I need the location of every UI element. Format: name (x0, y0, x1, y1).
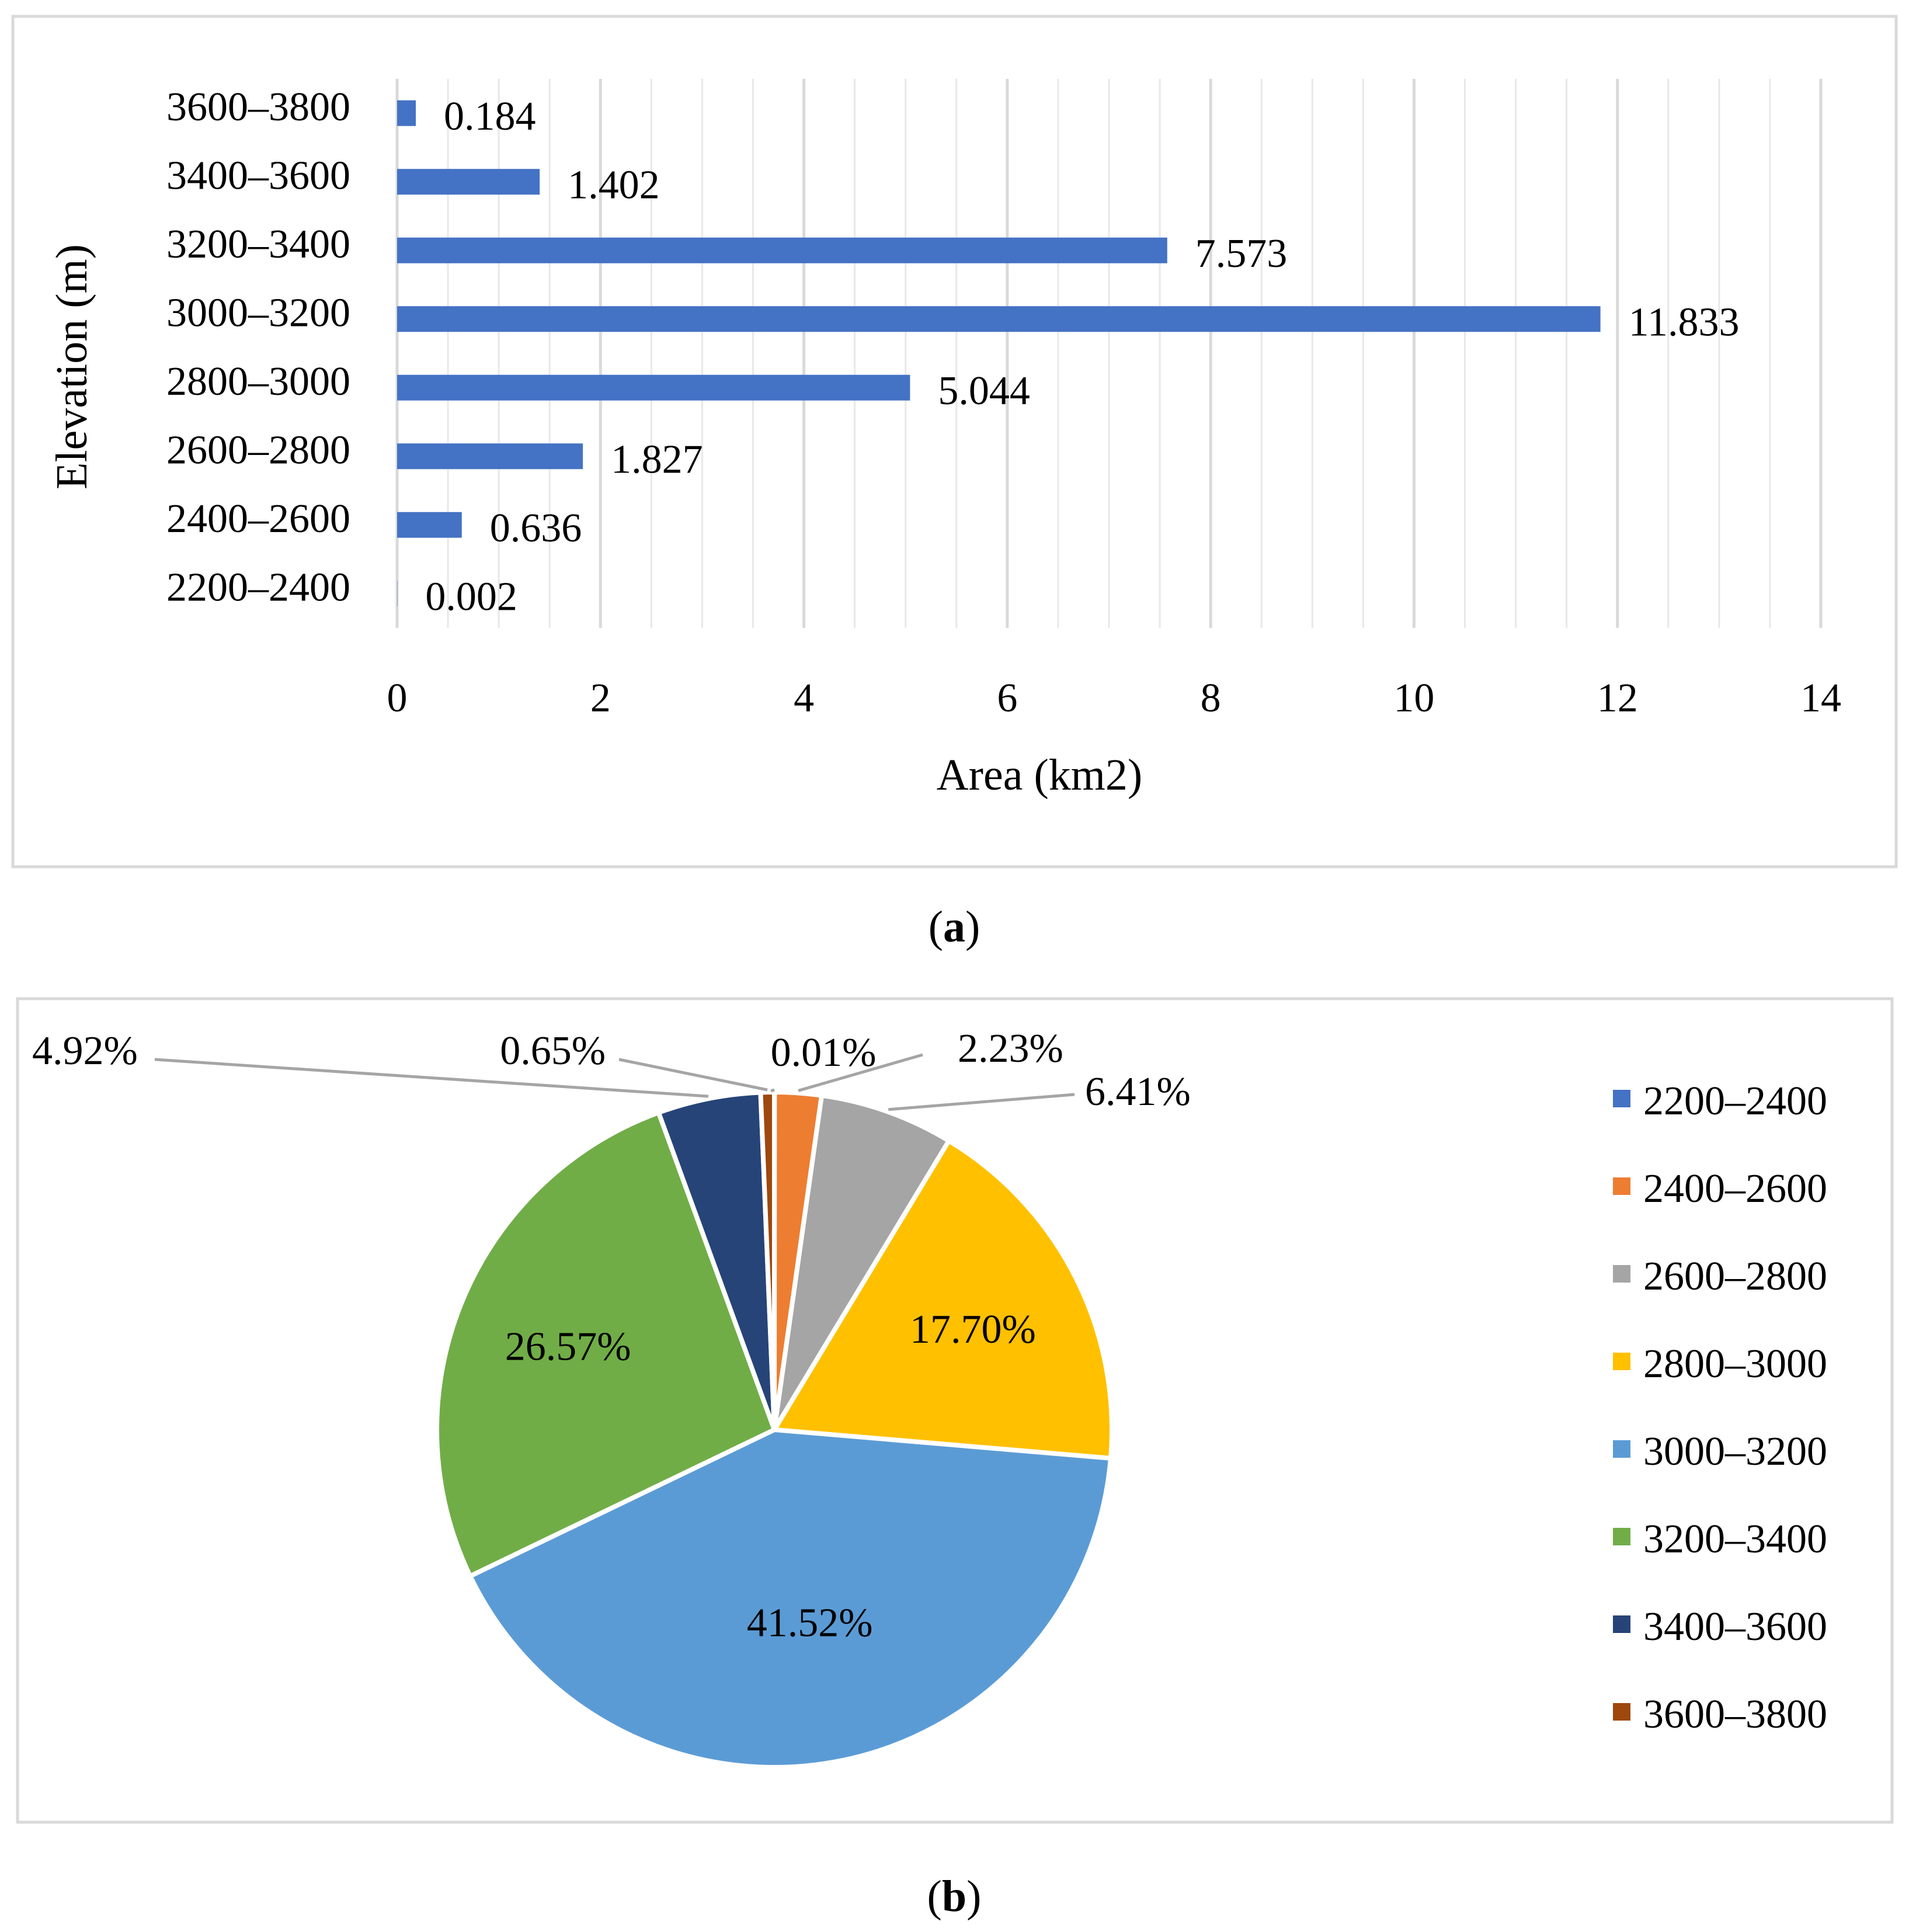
legend-swatch (1613, 1528, 1630, 1545)
bar-data-label: 1.402 (568, 162, 660, 207)
bar-chart-frame (11, 15, 1898, 868)
bar (397, 169, 540, 195)
pie-legend: 2200–2400 2400–2600 2600–2800 2800–3000 3000… (1613, 1079, 1827, 1737)
pie-leader-lines (154, 1053, 1075, 1111)
bar-data-label: 0.636 (490, 506, 582, 551)
bar-data-label: 11.833 (1629, 300, 1740, 345)
x-tick-label: 14 (1800, 676, 1841, 721)
bar-data-labels: 0.002 0.636 1.827 5.044 11.833 7.573 1.402 0.18… (425, 94, 1739, 620)
x-tick-labels: 0 2 4 6 8 10 12 14 (387, 676, 1842, 721)
legend-label: 3200–3400 (1643, 1517, 1827, 1562)
legend-label: 3600–3800 (1643, 1692, 1827, 1737)
caption-a: (a) (929, 902, 980, 951)
pie-leader-line (770, 1088, 775, 1093)
bar-chart-panel: 0.002 0.636 1.827 5.044 11.833 7.573 1.402 0.18… (11, 15, 1898, 868)
legend-swatch (1613, 1177, 1630, 1195)
pie-leader-line (154, 1058, 709, 1098)
x-tick-label: 10 (1393, 676, 1434, 721)
bar (397, 443, 583, 470)
pie-data-label: 0.65% (500, 1028, 606, 1073)
bar (397, 512, 462, 538)
x-tick-label: 6 (997, 676, 1017, 721)
legend-label: 2800–3000 (1643, 1342, 1827, 1387)
x-tick-label: 0 (387, 676, 408, 721)
pie-data-label: 0.01% (771, 1030, 877, 1075)
legend-swatch (1613, 1703, 1630, 1721)
legend-item: 3200–3400 (1613, 1517, 1827, 1562)
legend-label: 2200–2400 (1643, 1079, 1827, 1124)
y-tick-label: 3200–3400 (166, 222, 350, 267)
legend-item: 3000–3200 (1613, 1429, 1827, 1474)
legend-label: 3000–3200 (1643, 1429, 1827, 1474)
pie-data-label: 26.57% (505, 1324, 631, 1369)
pie-data-labels: 0.01% 2.23% 6.41% 17.70% 41.52% 26.57% 4.92% 0.… (32, 1026, 1191, 1646)
legend-item: 2600–2800 (1613, 1254, 1827, 1299)
caption-a-letter: a (943, 902, 965, 951)
legend-swatch (1613, 1265, 1630, 1283)
y-tick-label: 2400–2600 (166, 496, 350, 541)
bar (397, 237, 1167, 263)
y-tick-labels: 2200–2400 2400–2600 2600–2800 2800–3000 3000… (166, 85, 350, 610)
bar-data-label: 0.002 (425, 574, 517, 619)
y-tick-label: 3000–3200 (166, 290, 350, 335)
caption-b: (b) (927, 1872, 982, 1921)
pie-leader-line (798, 1053, 923, 1092)
y-tick-label: 2800–3000 (166, 359, 350, 404)
pie-leader-line (618, 1058, 768, 1092)
legend-item: 3400–3600 (1613, 1604, 1827, 1649)
y-tick-label: 3400–3600 (166, 153, 350, 198)
legend-item: 3600–3800 (1613, 1692, 1827, 1737)
pie-chart-panel: 0.01% 2.23% 6.41% 17.70% 41.52% 26.57% 4.92% 0.… (16, 997, 1894, 1824)
pie-slice (772, 1093, 951, 1432)
y-tick-label: 3600–3800 (166, 85, 350, 130)
pie-slice (772, 1138, 1114, 1461)
bar (397, 374, 910, 401)
legend-item: 2800–3000 (1613, 1342, 1827, 1387)
y-tick-label: 2200–2400 (166, 565, 350, 610)
legend-swatch (1613, 1353, 1630, 1370)
x-tick-label: 2 (590, 676, 611, 721)
bar-data-label: 0.184 (444, 94, 536, 139)
major-gridlines (599, 79, 1823, 628)
pie-data-label: 17.70% (910, 1307, 1036, 1352)
legend-swatch (1613, 1440, 1630, 1458)
y-axis-title: Elevation (m) (47, 244, 96, 489)
x-tick-label: 4 (794, 676, 814, 721)
bar-data-label: 7.573 (1195, 231, 1287, 276)
legend-label: 2600–2800 (1643, 1254, 1827, 1299)
x-axis-title: Area (km2) (937, 750, 1142, 800)
y-tick-label: 2600–2800 (166, 428, 350, 472)
pie-data-label: 41.52% (747, 1601, 873, 1646)
pie-data-label: 2.23% (958, 1026, 1063, 1071)
bar (397, 581, 398, 607)
pie-leader-line (888, 1093, 1075, 1111)
pie-slices (434, 1089, 1114, 1770)
bar-data-label: 1.827 (611, 437, 703, 482)
legend-label: 2400–2600 (1643, 1166, 1827, 1211)
legend-item: 2200–2400 (1613, 1079, 1827, 1124)
bar-data-label: 5.044 (938, 369, 1030, 413)
bar (397, 100, 416, 126)
pie-data-label: 6.41% (1085, 1069, 1191, 1114)
legend-label: 3400–3600 (1643, 1604, 1827, 1649)
legend-item: 2400–2600 (1613, 1166, 1827, 1211)
bar (397, 306, 1601, 332)
pie-slice (758, 1089, 777, 1432)
legend-swatch (1613, 1090, 1630, 1107)
pie-slice (434, 1110, 777, 1579)
x-tick-label: 12 (1597, 676, 1638, 721)
x-tick-label: 8 (1201, 676, 1221, 721)
caption-b-letter: b (942, 1872, 966, 1921)
bar-series (397, 100, 1601, 607)
legend-swatch (1613, 1615, 1630, 1633)
pie-data-label: 4.92% (32, 1028, 138, 1073)
pie-slice (468, 1427, 1113, 1770)
